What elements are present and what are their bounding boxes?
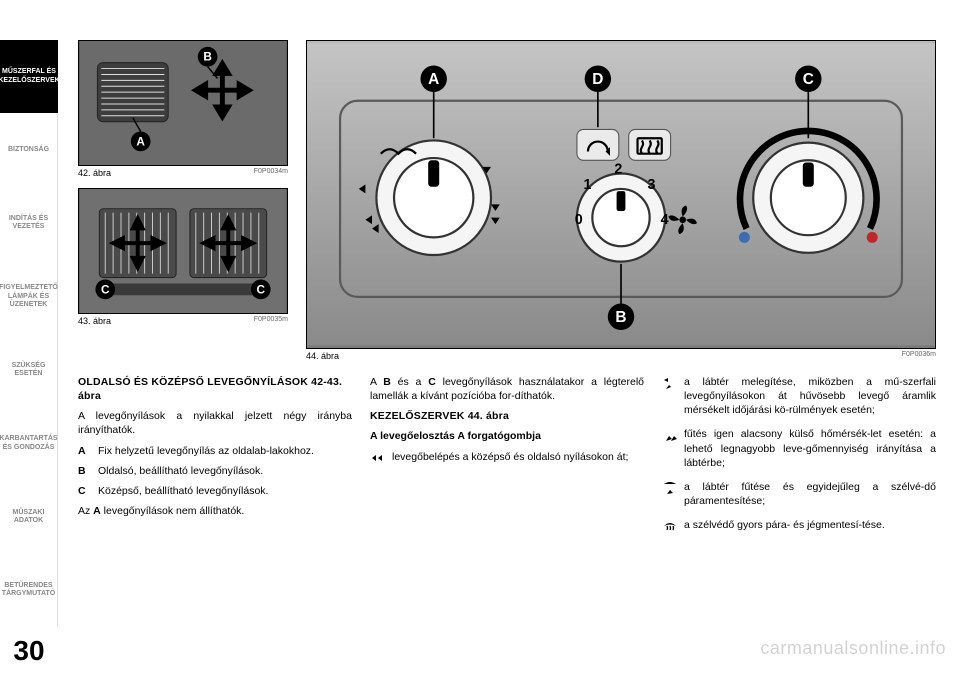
col2-subheading: A levegőelosztás A forgatógombja <box>370 429 644 443</box>
tab-maintenance[interactable]: KARBANTARTÁSÉS GONDOZÁS <box>0 407 58 480</box>
tab-index[interactable]: BETŰRENDESTÁRGYMUTATÓ <box>0 554 58 627</box>
col2-item-face: levegőbelépés a középső és oldalsó nyílá… <box>370 450 644 466</box>
fig43-code: F0P0035m <box>254 316 288 326</box>
svg-text:C: C <box>803 71 814 88</box>
column-3: a lábtér melegítése, miközben a mű-szerf… <box>662 375 936 544</box>
svg-text:1: 1 <box>584 177 592 193</box>
svg-text:3: 3 <box>647 177 655 193</box>
col2-heading: KEZELŐSZERVEK 44. ábra <box>370 409 644 423</box>
col3-item-1: a lábtér melegítése, miközben a mű-szerf… <box>662 375 936 418</box>
tab-emergency[interactable]: SZÜKSÉGESETÉN <box>0 334 58 407</box>
col1-outro: Az A levegőnyílások nem állíthatók. <box>78 504 352 518</box>
tab-warnings[interactable]: FIGYELMEZTETŐLÁMPÁK ÉSÜZENETEK <box>0 260 58 333</box>
col3-item-2: fűtés igen alacsony külső hőmérsék-let e… <box>662 427 936 470</box>
fig42-code: F0P0034m <box>254 168 288 178</box>
svg-text:C: C <box>256 282 265 296</box>
svg-text:D: D <box>592 71 603 88</box>
watermark: carmanualsonline.info <box>760 638 946 659</box>
def-c: CKözépső, beállítható levegőnyílások. <box>78 484 352 498</box>
face-feet-icon <box>662 375 678 391</box>
svg-text:4: 4 <box>661 212 669 228</box>
tab-techdata[interactable]: MŰSZAKIADATOK <box>0 480 58 553</box>
figure-43: C C <box>78 188 288 314</box>
figure-43-caption: 43. ábra F0P0035m <box>78 316 288 326</box>
svg-text:A: A <box>428 71 439 88</box>
page-number: 30 <box>0 627 58 679</box>
column-1: OLDALSÓ ÉS KÖZÉPSŐ LEVEGŐNYÍLÁSOK 42-43.… <box>78 375 352 544</box>
feet-defrost-icon <box>662 480 678 496</box>
svg-text:C: C <box>101 282 110 296</box>
svg-text:A: A <box>136 134 145 148</box>
figure-42-wrap: A B 42. ábra F <box>78 40 288 178</box>
fig43-label: 43. ábra <box>78 316 111 326</box>
text-columns: OLDALSÓ ÉS KÖZÉPSŐ LEVEGŐNYÍLÁSOK 42-43.… <box>78 375 936 544</box>
col1-heading: OLDALSÓ ÉS KÖZÉPSŐ LEVEGŐNYÍLÁSOK 42-43.… <box>78 375 352 403</box>
tab-safety[interactable]: BIZTONSÁG <box>0 113 58 186</box>
feet-icon <box>662 427 678 443</box>
tab-starting[interactable]: INDÍTÁS ÉSVEZETÉS <box>0 187 58 260</box>
column-2: A B és a C levegőnyílások használatakor … <box>370 375 644 544</box>
face-vent-icon <box>370 450 386 466</box>
figure-44-caption: 44. ábra F0P0036m <box>306 351 936 361</box>
svg-text:0: 0 <box>575 212 583 228</box>
figure-44-wrap: 0 1 2 3 4 <box>306 40 936 361</box>
manual-page: MŰSZERFAL ÉSKEZELŐSZERVEK BIZTONSÁG INDÍ… <box>0 0 960 679</box>
svg-text:B: B <box>615 309 626 326</box>
section-tabs: MŰSZERFAL ÉSKEZELŐSZERVEK BIZTONSÁG INDÍ… <box>0 0 58 679</box>
figure-44: 0 1 2 3 4 <box>306 40 936 349</box>
page-content: A B 42. ábra F <box>58 0 960 679</box>
svg-text:2: 2 <box>614 162 622 178</box>
svg-text:B: B <box>203 50 212 64</box>
figure-42-caption: 42. ábra F0P0034m <box>78 168 288 178</box>
def-b: BOldalsó, beállítható levegőnyílások. <box>78 464 352 478</box>
col3-item-3: a lábtér fűtése és egyidejűleg a szélvé-… <box>662 480 936 508</box>
def-a: AFix helyzetű levegőnyílás az oldalab-la… <box>78 444 352 458</box>
defrost-icon <box>662 518 678 534</box>
col3-item-4: a szélvédő gyors pára- és jégmentesí-tés… <box>662 518 936 534</box>
fig44-code: F0P0036m <box>902 351 936 361</box>
small-figures-column: A B 42. ábra F <box>78 40 288 361</box>
tab-dashboard[interactable]: MŰSZERFAL ÉSKEZELŐSZERVEK <box>0 40 58 113</box>
col2-p1: A B és a C levegőnyílások használatakor … <box>370 375 644 403</box>
figure-42: A B <box>78 40 288 166</box>
figure-43-wrap: C C 43. ábra F0P0035m <box>78 188 288 326</box>
fig44-label: 44. ábra <box>306 351 339 361</box>
fig42-label: 42. ábra <box>78 168 111 178</box>
col1-intro: A levegőnyílások a nyilakkal jelzett nég… <box>78 409 352 437</box>
figure-row: A B 42. ábra F <box>78 40 936 361</box>
